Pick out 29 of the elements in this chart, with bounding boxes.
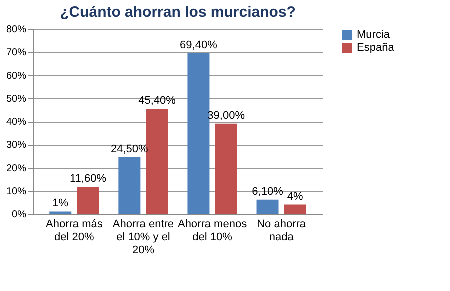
bar: [146, 109, 168, 214]
y-tick-label: 10%: [6, 186, 27, 198]
data-label: 1%: [52, 198, 69, 210]
bar: [215, 124, 238, 214]
y-tick-label: 50%: [6, 94, 27, 105]
y-tick-label: 40%: [6, 117, 27, 128]
legend-label: España: [357, 42, 396, 54]
bar: [284, 204, 306, 214]
x-tick-label: Ahorra menos del 10%: [178, 218, 248, 244]
y-tick-label: 20%: [6, 163, 27, 174]
y-tick-label: 30%: [6, 140, 27, 152]
data-label: 45,40%: [138, 95, 176, 108]
x-tick-label: Ahorra entre el 10% y el 20%: [112, 218, 174, 256]
x-tick-label: No ahorra nada: [257, 218, 307, 244]
x-tick-label: Ahorra más del 20%: [46, 218, 104, 244]
y-tick-label: 70%: [6, 48, 27, 59]
bar: [77, 187, 100, 214]
bar: [118, 157, 141, 214]
y-tick-label: 0%: [12, 210, 27, 220]
bar: [188, 54, 210, 214]
data-label: 69,40%: [180, 40, 218, 52]
data-label: 4%: [287, 190, 304, 203]
data-label: 11,60%: [70, 173, 107, 186]
legend-label: Murcia: [357, 29, 391, 41]
y-tick-label: 60%: [6, 70, 27, 82]
chart-title: ¿Cuánto ahorran los murcianos?: [60, 4, 296, 21]
y-tick-label: 80%: [6, 24, 27, 36]
bar: [256, 200, 279, 214]
data-label: 6,10%: [252, 186, 284, 198]
